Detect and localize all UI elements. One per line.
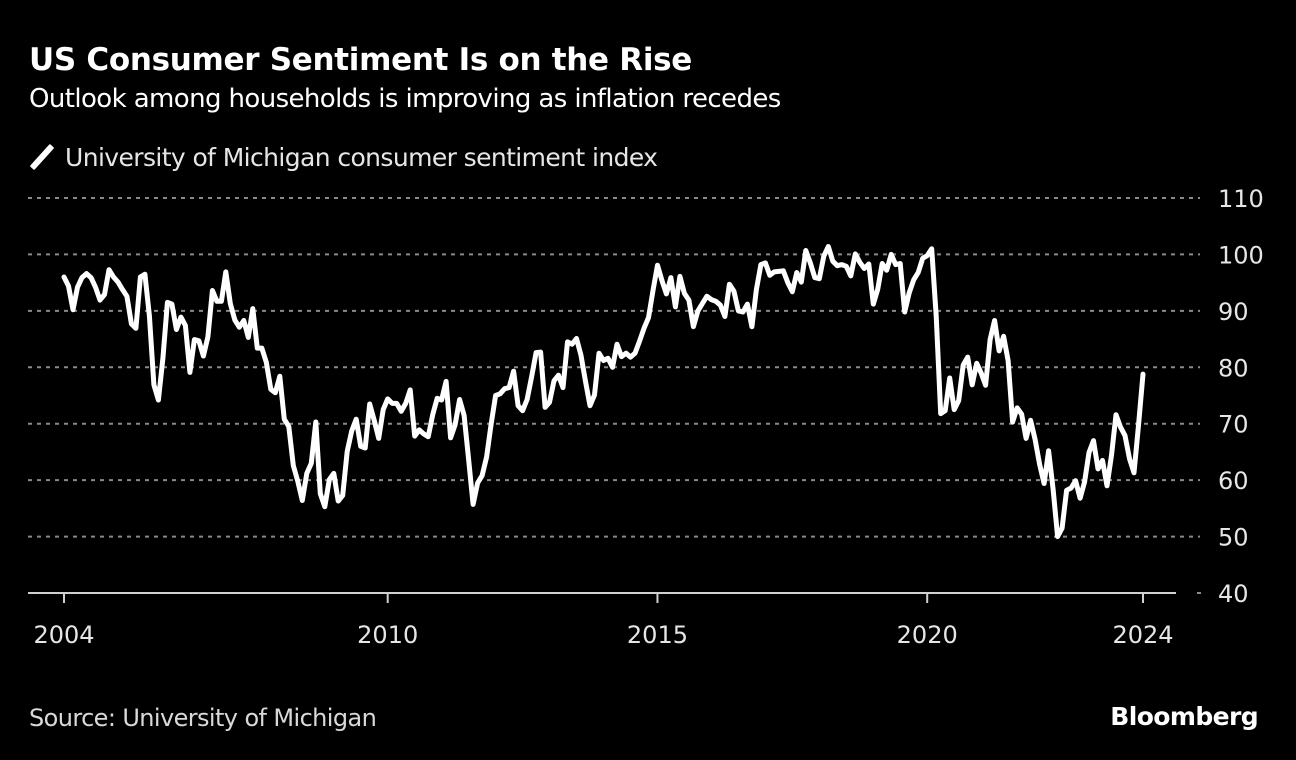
x-axis: 2004 2010 2015 2020 2024: [28, 592, 1176, 649]
y-tick-label: 70: [1218, 411, 1249, 439]
series-layer: [61, 244, 1146, 540]
x-tick-label: 2004: [33, 621, 94, 649]
source-note: Source: University of Michigan: [29, 704, 377, 732]
y-axis-ticks: 40 50 60 70 80 90 100 110: [1218, 185, 1264, 608]
y-tick-label: 110: [1218, 185, 1264, 213]
x-tick-label: 2020: [897, 621, 958, 649]
x-tick-label: 2015: [627, 621, 688, 649]
sentiment-index-line: [61, 244, 1146, 540]
bloomberg-logo: Bloomberg: [1110, 702, 1258, 731]
y-tick-label: 80: [1218, 354, 1249, 382]
legend: University of Michigan consumer sentimen…: [29, 142, 658, 172]
chart-subtitle: Outlook among households is improving as…: [29, 84, 781, 114]
chart-title: US Consumer Sentiment Is on the Rise: [29, 42, 693, 78]
y-tick-label: 50: [1218, 524, 1249, 552]
x-tick-label: 2024: [1112, 621, 1173, 649]
y-tick-label: 90: [1218, 298, 1249, 326]
y-tick-label: 40: [1218, 580, 1249, 608]
y-tick-label: 60: [1218, 467, 1249, 495]
y-tick-label: 100: [1218, 241, 1264, 269]
legend-label: University of Michigan consumer sentimen…: [65, 142, 658, 172]
x-tick-label: 2010: [357, 621, 418, 649]
gridlines: [28, 197, 1201, 594]
